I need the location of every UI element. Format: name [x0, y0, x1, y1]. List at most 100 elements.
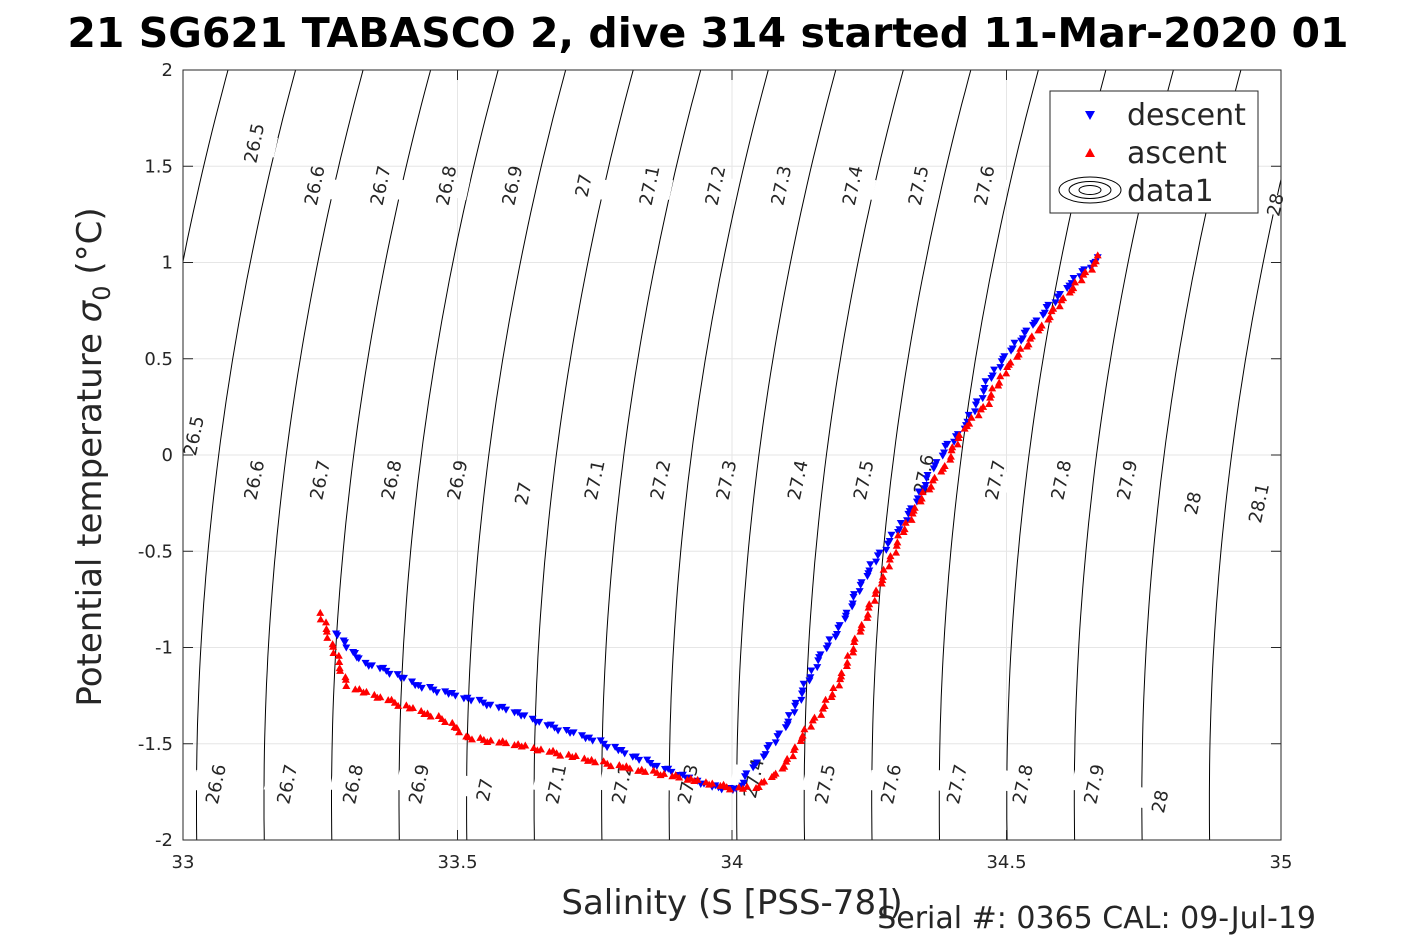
contour-label-bg — [933, 769, 981, 799]
ascent-point — [341, 673, 350, 681]
descent-point — [971, 401, 980, 409]
descent-point — [791, 702, 800, 710]
contour-label-bg — [395, 769, 443, 799]
chart-title: 21 SG621 TABASCO 2, dive 314 started 11-… — [67, 9, 1348, 57]
descent-point — [342, 644, 351, 652]
ascent-point — [856, 627, 865, 635]
x-axis-label: Salinity (S [PSS-78]) — [561, 883, 902, 923]
contour-label-bg — [1070, 769, 1118, 799]
ascent-point — [996, 372, 1005, 380]
contour-label-bg — [571, 465, 619, 495]
ascent-point — [599, 757, 608, 765]
ascent-point — [1077, 276, 1086, 284]
y-axis-label-subscript: 0 — [88, 285, 116, 300]
ascent-point — [947, 446, 956, 454]
ascent-point — [1026, 334, 1035, 342]
ascent-point — [878, 572, 887, 580]
y-tick-label: 1 — [162, 253, 173, 274]
ascent-point — [907, 515, 916, 523]
contour-label: 27 — [511, 480, 536, 507]
contour-label-bg — [702, 465, 751, 495]
descent-point — [841, 615, 850, 623]
descent-point — [332, 630, 341, 638]
descent-point — [510, 709, 519, 717]
y-axis-label-main: Potential temperature — [70, 322, 110, 706]
ascent-point — [479, 735, 488, 743]
descent-point — [887, 531, 896, 539]
descent-point — [749, 764, 758, 772]
descent-point — [807, 667, 816, 675]
descent-point — [1053, 293, 1062, 301]
ascent-point — [1034, 326, 1043, 334]
ascent-point — [863, 610, 872, 618]
descent-point — [741, 773, 750, 781]
ascent-point — [564, 750, 573, 758]
descent-point — [494, 704, 503, 712]
descent-point — [784, 712, 793, 720]
ascent-point — [545, 747, 554, 755]
descent-point — [825, 636, 834, 644]
descent-point — [1069, 274, 1078, 282]
contour-label: 27 — [473, 777, 498, 804]
ascent-point — [625, 764, 634, 772]
ascent-point — [955, 431, 964, 439]
descent-point — [941, 442, 950, 450]
contour-line-16 — [1208, 177, 1281, 840]
ascent-point — [967, 413, 976, 421]
descent-point — [978, 395, 987, 403]
x-tick-label: 34.5 — [986, 852, 1026, 873]
ascent-point — [885, 562, 894, 570]
descent-point — [1063, 285, 1072, 293]
descent-point — [660, 766, 669, 774]
descent-point — [798, 690, 807, 698]
ascent-point — [529, 743, 538, 751]
ascent-point — [842, 662, 851, 670]
ascent-point — [872, 586, 881, 594]
descent-point — [1017, 337, 1026, 345]
contour-line-8 — [668, 70, 769, 840]
descent-point — [866, 561, 875, 569]
ascent-point — [1022, 342, 1031, 350]
descent-point — [502, 706, 511, 714]
ascent-point — [879, 565, 888, 573]
ascent-point — [334, 651, 343, 659]
ascent-point — [796, 736, 805, 744]
ascent-point — [1013, 352, 1022, 360]
descent-point — [848, 603, 857, 611]
contour-label-bg — [170, 421, 218, 451]
descent-point — [517, 712, 526, 720]
descent-point — [914, 488, 923, 496]
contour-label-bg — [1037, 465, 1085, 495]
ascent-point — [767, 773, 776, 780]
ascent-point — [789, 745, 798, 753]
y-axis-label-unit: (°C) — [70, 207, 110, 285]
ascent-point — [1044, 315, 1053, 323]
descent-point — [620, 750, 629, 758]
ascent-point — [568, 753, 577, 761]
descent-point — [964, 411, 973, 419]
ascent-point — [328, 640, 337, 648]
y-tick-label: 2 — [162, 60, 173, 81]
ascent-point — [986, 393, 995, 401]
contour-label-bg — [867, 769, 915, 799]
contour-label-bg — [971, 465, 1020, 495]
ascent-point — [370, 690, 379, 698]
ascent-point — [976, 405, 985, 413]
serial-cal-footer: Serial #: 0365 CAL: 09-Jul-19 — [877, 901, 1316, 936]
contour-label-bg — [598, 769, 646, 799]
descent-point — [790, 709, 799, 717]
ascent-point — [1088, 265, 1097, 273]
ascent-point — [1003, 362, 1012, 370]
ascent-point — [1055, 302, 1064, 310]
ascent-point — [877, 579, 886, 587]
ascent-point — [960, 424, 969, 432]
ascent-point — [683, 775, 692, 783]
descent-point — [805, 677, 814, 685]
ascent-point — [1079, 270, 1088, 278]
contour-label-bg — [999, 769, 1047, 799]
ascent-point — [618, 763, 627, 771]
ascent-point — [892, 541, 901, 549]
y-tick-label: -1.5 — [138, 734, 173, 755]
ascent-point — [849, 648, 858, 656]
